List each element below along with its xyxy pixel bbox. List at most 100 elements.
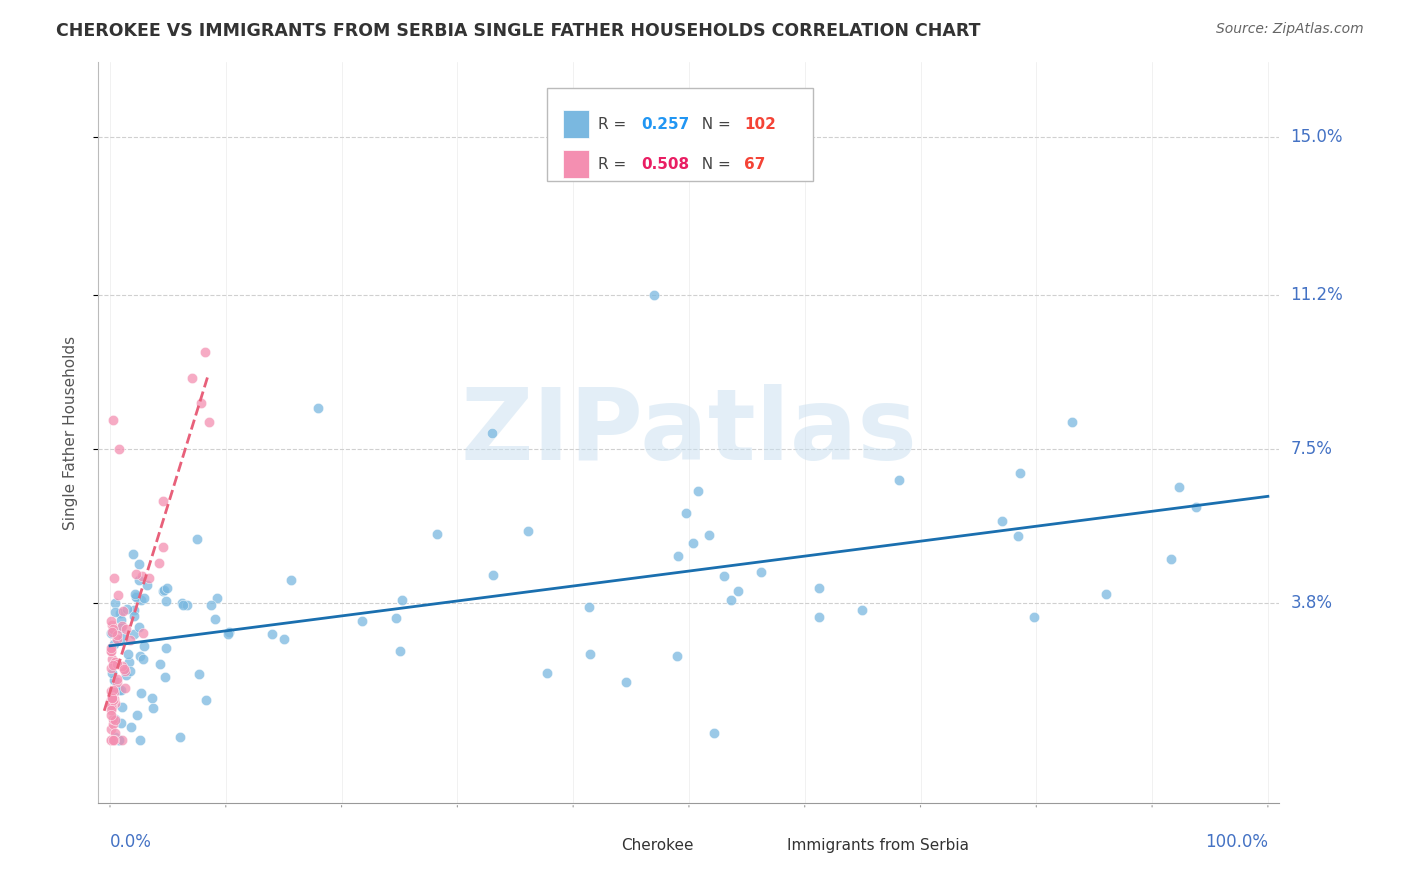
Y-axis label: Single Father Households: Single Father Households bbox=[63, 335, 77, 530]
Point bbox=[112, 632, 135, 646]
Point bbox=[103, 733, 125, 747]
Text: 102: 102 bbox=[744, 117, 776, 132]
Text: 0.257: 0.257 bbox=[641, 117, 690, 132]
Point bbox=[111, 700, 134, 714]
Point bbox=[125, 708, 148, 723]
Point bbox=[118, 664, 141, 678]
Point bbox=[204, 612, 226, 626]
Point bbox=[125, 589, 148, 603]
Point bbox=[124, 603, 146, 617]
Point bbox=[129, 686, 152, 700]
Point bbox=[391, 593, 413, 607]
Point bbox=[101, 657, 124, 672]
Point bbox=[152, 540, 174, 554]
Point bbox=[200, 598, 222, 612]
Point bbox=[104, 712, 127, 726]
Point bbox=[481, 425, 503, 440]
Point bbox=[172, 598, 194, 612]
Point bbox=[101, 665, 124, 680]
Point bbox=[101, 700, 124, 714]
Point bbox=[136, 578, 159, 592]
Point bbox=[425, 527, 447, 541]
Point bbox=[197, 416, 219, 430]
Point bbox=[141, 691, 163, 706]
Point bbox=[100, 698, 122, 713]
Point bbox=[111, 605, 134, 619]
Point bbox=[1095, 586, 1118, 600]
Point bbox=[138, 570, 160, 584]
Point bbox=[111, 619, 134, 633]
Point bbox=[103, 673, 125, 687]
Point bbox=[682, 536, 704, 550]
Point bbox=[100, 683, 122, 698]
Point bbox=[1024, 610, 1046, 624]
Point bbox=[101, 618, 124, 632]
Point bbox=[100, 708, 122, 723]
Point bbox=[749, 565, 772, 579]
Point bbox=[122, 609, 145, 624]
Point bbox=[111, 659, 134, 673]
Text: ZIPatlas: ZIPatlas bbox=[461, 384, 917, 481]
Point bbox=[122, 547, 145, 561]
Point bbox=[103, 692, 125, 706]
Point bbox=[536, 666, 558, 681]
Point bbox=[194, 693, 217, 707]
Point bbox=[105, 657, 128, 672]
Point bbox=[148, 556, 170, 570]
Point bbox=[117, 647, 139, 661]
Point bbox=[128, 620, 150, 634]
Point bbox=[280, 573, 302, 587]
Bar bbox=[562, 151, 589, 178]
Point bbox=[205, 591, 228, 605]
Point bbox=[176, 598, 198, 612]
Point bbox=[188, 667, 211, 681]
Point bbox=[808, 581, 831, 595]
Point bbox=[107, 588, 129, 602]
Point bbox=[181, 371, 204, 385]
Point bbox=[104, 725, 127, 739]
Point bbox=[153, 583, 176, 598]
Point bbox=[100, 693, 122, 707]
Text: 15.0%: 15.0% bbox=[1291, 128, 1343, 146]
Point bbox=[101, 733, 124, 747]
Point bbox=[169, 730, 191, 744]
Point bbox=[808, 609, 831, 624]
Text: 7.5%: 7.5% bbox=[1291, 441, 1333, 458]
Point bbox=[128, 573, 150, 587]
Point bbox=[727, 584, 749, 599]
Point bbox=[101, 622, 124, 636]
Point bbox=[1007, 529, 1029, 543]
Point bbox=[104, 605, 127, 619]
Point bbox=[114, 623, 136, 637]
Point bbox=[114, 681, 136, 695]
Text: 0.508: 0.508 bbox=[641, 157, 690, 172]
Point bbox=[1060, 416, 1083, 430]
Point bbox=[666, 549, 689, 563]
Point bbox=[110, 621, 132, 635]
Point bbox=[125, 590, 148, 604]
Point bbox=[108, 733, 131, 747]
Point bbox=[104, 731, 127, 745]
Point bbox=[100, 661, 122, 675]
Point bbox=[100, 644, 122, 658]
Text: CHEROKEE VS IMMIGRANTS FROM SERBIA SINGLE FATHER HOUSEHOLDS CORRELATION CHART: CHEROKEE VS IMMIGRANTS FROM SERBIA SINGL… bbox=[56, 22, 981, 40]
Point bbox=[889, 473, 911, 487]
Point bbox=[100, 614, 122, 628]
Point bbox=[643, 288, 665, 302]
Point bbox=[155, 594, 177, 608]
Point bbox=[104, 696, 127, 710]
Point bbox=[120, 720, 142, 734]
Point bbox=[103, 685, 125, 699]
Text: N =: N = bbox=[693, 157, 737, 172]
Point bbox=[100, 625, 122, 640]
Text: Source: ZipAtlas.com: Source: ZipAtlas.com bbox=[1216, 22, 1364, 37]
Point bbox=[101, 712, 124, 726]
Point bbox=[100, 722, 122, 736]
Point bbox=[990, 514, 1012, 528]
Point bbox=[129, 733, 152, 747]
Point bbox=[101, 652, 124, 666]
Point bbox=[105, 632, 128, 646]
Point bbox=[108, 606, 131, 620]
Point bbox=[666, 648, 689, 663]
Text: R =: R = bbox=[598, 117, 631, 132]
